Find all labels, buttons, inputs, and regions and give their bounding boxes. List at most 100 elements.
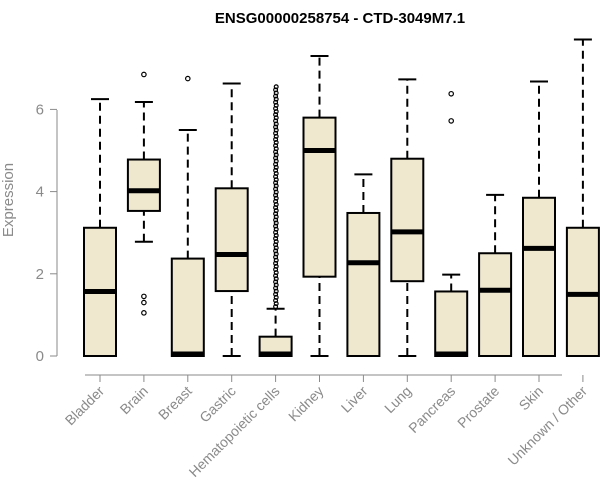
y-ticks: 0 2 4 6 xyxy=(36,101,57,365)
box-group-bladder xyxy=(83,98,117,357)
x-tick-label: Liver xyxy=(338,383,371,416)
outlier-point xyxy=(273,174,279,180)
outlier-point xyxy=(273,167,279,173)
box-group-kidney xyxy=(302,54,337,357)
outlier-point xyxy=(273,273,279,279)
box-group-skin xyxy=(522,80,556,357)
outlier-point xyxy=(273,158,279,164)
outlier-point xyxy=(273,189,279,195)
outlier-point xyxy=(141,299,147,306)
outlier-point xyxy=(273,282,279,288)
outlier-point xyxy=(273,171,279,177)
outlier-point xyxy=(273,201,279,207)
outlier-point xyxy=(273,192,279,198)
outlier-point xyxy=(448,90,455,97)
outlier-point xyxy=(273,288,279,294)
outlier-point xyxy=(273,205,279,211)
outlier-point xyxy=(273,248,279,254)
x-tick-label: Prostate xyxy=(454,383,502,431)
outlier-point xyxy=(273,109,279,115)
outlier-point xyxy=(141,310,147,316)
x-tick-label: Pancreas xyxy=(405,383,458,436)
outlier-point xyxy=(273,140,279,146)
outlier-point xyxy=(273,149,279,155)
box-iqr xyxy=(302,116,337,278)
outlier-point xyxy=(273,161,279,167)
boxes xyxy=(83,38,600,358)
outlier-point xyxy=(273,186,279,192)
outlier-point xyxy=(273,130,279,136)
outlier-point xyxy=(273,102,279,108)
outlier-point xyxy=(273,143,279,149)
outlier-point xyxy=(273,279,279,285)
x-tick-label: Bladder xyxy=(62,383,108,429)
outlier-point xyxy=(273,267,279,273)
outlier-point xyxy=(273,270,279,276)
y-tick-label: 0 xyxy=(36,348,44,365)
outlier-point xyxy=(273,304,279,310)
box-group-hematopoietic-cells xyxy=(258,84,293,358)
box-group-breast xyxy=(170,75,205,357)
outlier-point xyxy=(273,285,279,291)
outlier-point xyxy=(273,301,279,307)
outlier-point xyxy=(273,84,279,90)
outlier-point xyxy=(273,254,279,260)
outlier-point xyxy=(273,251,279,257)
outlier-point xyxy=(273,226,279,232)
outlier-point xyxy=(273,220,279,226)
outlier-point xyxy=(141,293,147,300)
outlier-point xyxy=(273,276,279,282)
outlier-point xyxy=(141,71,147,78)
box-iqr xyxy=(478,252,513,357)
x-tick-label: Unknown / Other xyxy=(504,383,590,469)
y-tick-label: 6 xyxy=(36,101,44,118)
outlier-point xyxy=(273,208,279,214)
x-tick-label: Gastric xyxy=(196,383,239,426)
outlier-point xyxy=(273,294,279,300)
box-iqr xyxy=(390,157,425,283)
outlier-point xyxy=(273,115,279,121)
box-group-lung xyxy=(390,78,425,357)
box-iqr xyxy=(346,211,381,357)
outlier-point xyxy=(273,96,279,102)
box-group-gastric xyxy=(214,82,249,357)
x-tick-label: Brain xyxy=(117,383,151,417)
outlier-point xyxy=(273,105,279,111)
outlier-point xyxy=(273,90,279,96)
box-group-unknown-other xyxy=(565,38,600,357)
outlier-point xyxy=(273,112,279,118)
box-iqr xyxy=(126,158,161,212)
outlier-point xyxy=(273,87,279,93)
outlier-point xyxy=(273,121,279,127)
outlier-point xyxy=(273,260,279,266)
y-tick-label: 2 xyxy=(36,266,44,283)
outlier-point xyxy=(273,118,279,124)
outlier-point xyxy=(273,211,279,217)
chart-title: ENSG00000258754 - CTD-3049M7.1 xyxy=(215,10,465,27)
box-iqr xyxy=(434,290,469,357)
x-tick-label: Breast xyxy=(155,383,195,423)
outlier-point xyxy=(273,263,279,269)
outlier-point xyxy=(273,180,279,186)
outlier-point xyxy=(273,99,279,105)
outlier-point xyxy=(273,164,279,170)
outlier-point xyxy=(273,177,279,183)
box-iqr xyxy=(522,196,556,357)
outlier-point xyxy=(273,257,279,263)
outlier-point xyxy=(273,217,279,223)
outlier-point xyxy=(273,245,279,251)
x-tick-label: Skin xyxy=(516,383,547,414)
outlier-point xyxy=(273,133,279,139)
y-tick-label: 4 xyxy=(36,184,44,201)
x-tick-label: Lung xyxy=(381,383,414,416)
outlier-point xyxy=(185,75,191,82)
outlier-point xyxy=(273,124,279,130)
x-tick-label: Kidney xyxy=(285,383,327,425)
box-group-pancreas xyxy=(434,90,469,357)
outlier-point xyxy=(273,232,279,238)
outlier-point xyxy=(273,127,279,133)
box-group-brain xyxy=(126,71,161,316)
outlier-point xyxy=(273,214,279,220)
